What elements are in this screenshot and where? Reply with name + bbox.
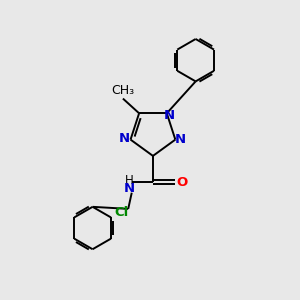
Text: N: N [124, 182, 135, 195]
Text: Cl: Cl [114, 206, 128, 219]
Text: H: H [125, 174, 134, 188]
Text: N: N [163, 109, 174, 122]
Text: N: N [175, 133, 186, 146]
Text: O: O [176, 176, 187, 189]
Text: N: N [119, 132, 130, 145]
Text: CH₃: CH₃ [111, 84, 134, 98]
